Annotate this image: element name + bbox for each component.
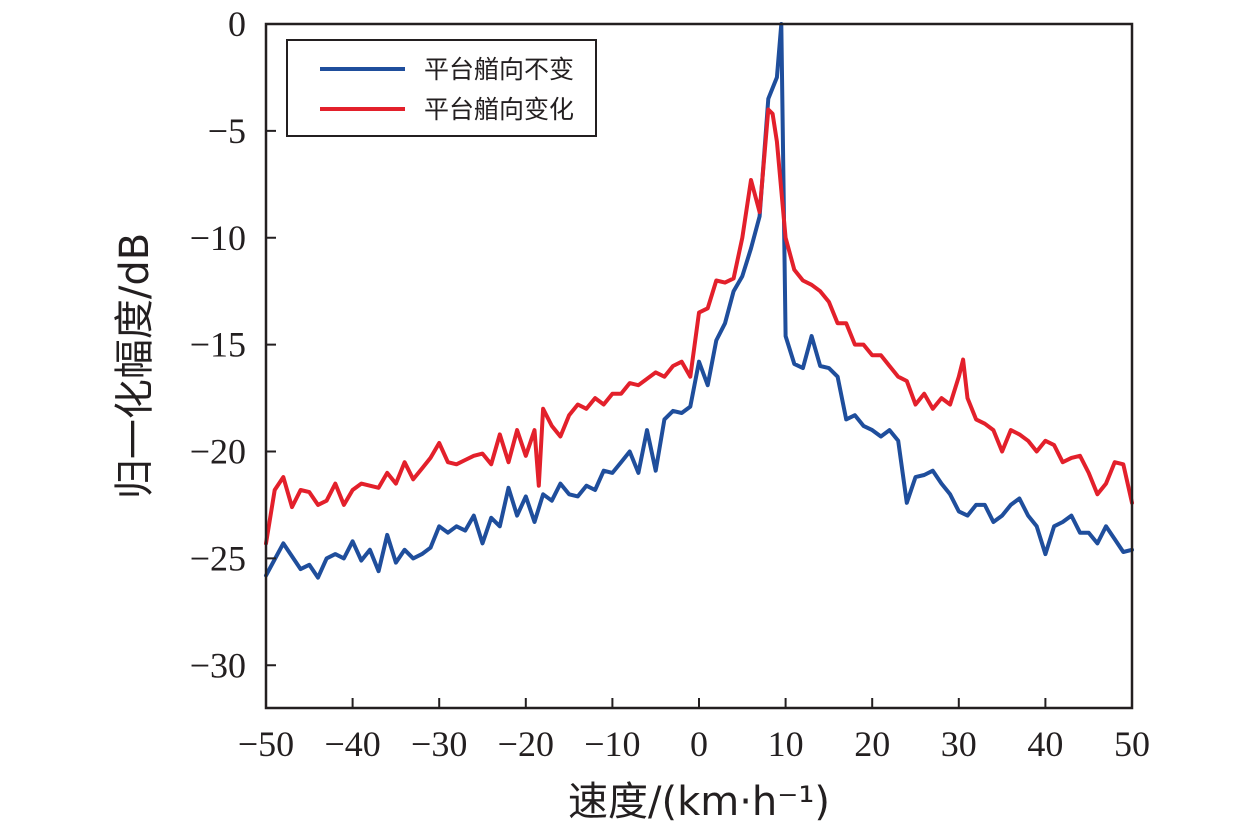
x-tick-label: 40 (1027, 724, 1063, 764)
series-line-platform-heading-constant (264, 22, 1134, 580)
axis-ticks (265, 23, 1133, 708)
axis-tick-labels: −50 −40 −30 −20 −10 0 10 20 30 40 50 0 −5 −10 −15 −20 −2… (190, 4, 1150, 764)
y-tick-label: −25 (190, 538, 246, 578)
y-tick-label: −15 (190, 325, 246, 365)
x-tick-label: −40 (324, 724, 380, 764)
series-line-platform-heading-varying (264, 107, 1134, 546)
y-tick-label: −5 (208, 111, 246, 151)
legend-label-platform-heading-varying: 平台艏向变化 (424, 95, 574, 124)
x-tick-label: 10 (768, 724, 804, 764)
x-tick-label: −10 (584, 724, 640, 764)
x-tick-label: −50 (238, 724, 294, 764)
legend-label-platform-heading-constant: 平台艏向不变 (424, 55, 574, 84)
y-tick-label: 0 (228, 4, 246, 44)
x-tick-label: 30 (941, 724, 977, 764)
x-axis-title: 速度/(km·h⁻¹) (568, 779, 830, 825)
x-tick-label: 0 (690, 724, 708, 764)
legend: 平台艏向不变 平台艏向变化 (286, 39, 597, 137)
y-tick-label: −10 (190, 218, 246, 258)
legend-box (286, 39, 597, 137)
x-tick-label: −20 (498, 724, 554, 764)
y-tick-label: −20 (190, 432, 246, 472)
x-tick-label: 50 (1114, 724, 1150, 764)
y-axis-title: 归一化幅度/dB (112, 233, 158, 499)
y-tick-label: −30 (190, 645, 246, 685)
x-tick-label: −30 (411, 724, 467, 764)
x-tick-label: 20 (854, 724, 890, 764)
series-lines (264, 22, 1134, 580)
